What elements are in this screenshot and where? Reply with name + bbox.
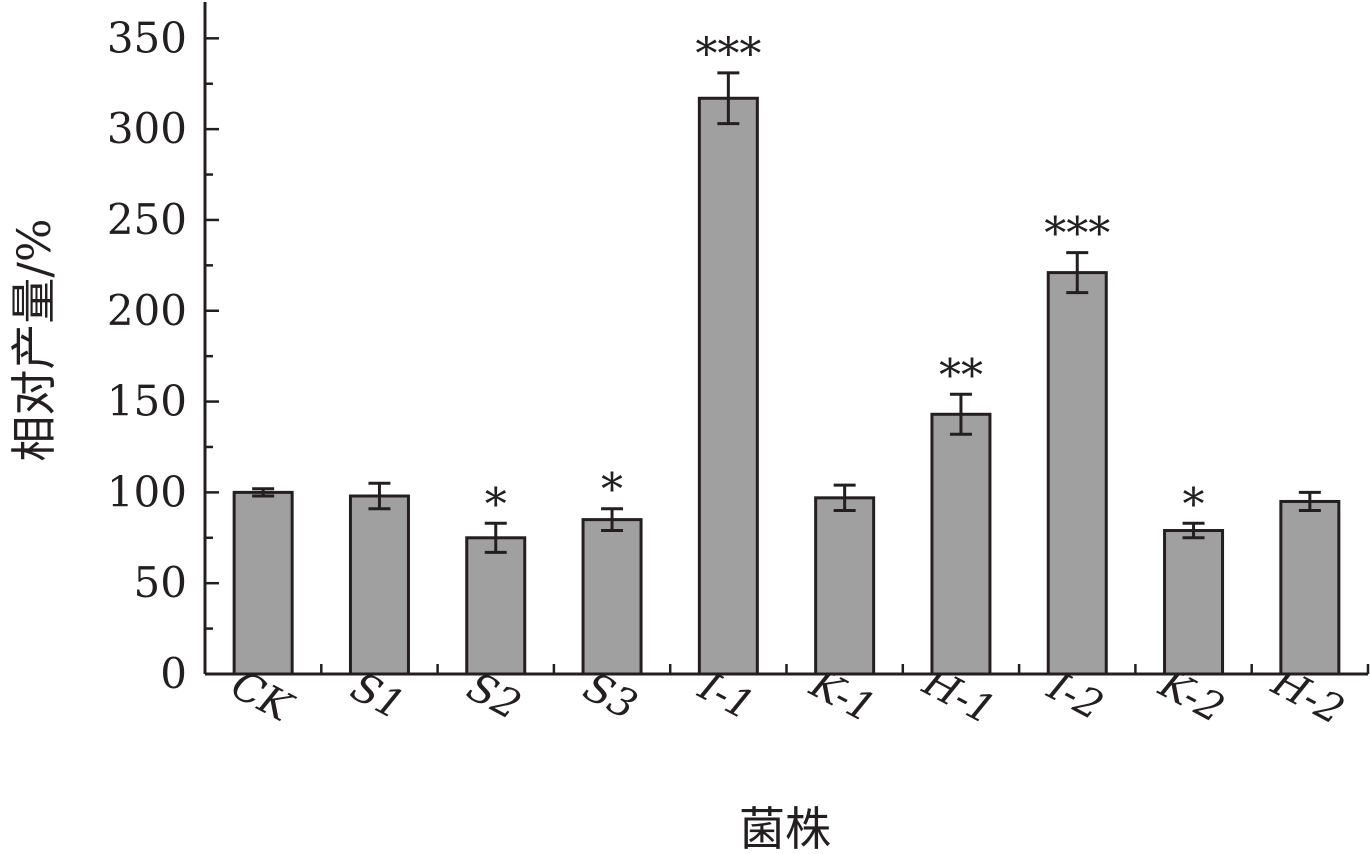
bar	[814, 496, 876, 676]
significance-marker: **	[939, 350, 983, 401]
bar	[581, 518, 643, 676]
y-tick-label: 300	[107, 104, 187, 153]
y-tick-label: 350	[107, 13, 187, 62]
significance-marker: *	[485, 479, 507, 530]
significance-marker: *	[601, 465, 623, 516]
significance-markers: * **********	[485, 29, 1205, 530]
bar	[930, 412, 992, 676]
y-tick-label: 250	[107, 195, 187, 244]
y-tick-label: 150	[107, 377, 187, 426]
y-axis-ticks: 0 50 100 150 200 250 300 350	[107, 13, 219, 698]
y-tick-label: 100	[107, 467, 187, 516]
bars	[232, 96, 1341, 676]
y-tick-label: 0	[160, 649, 187, 698]
bar	[465, 536, 527, 676]
bar	[1046, 271, 1108, 676]
y-tick-label: 50	[134, 558, 187, 607]
bar	[348, 494, 410, 676]
bar	[1163, 529, 1225, 676]
y-axis-title: 相对产量/%	[7, 218, 61, 461]
significance-marker: *	[1183, 479, 1205, 530]
error-bars	[252, 71, 1321, 554]
bar	[697, 96, 759, 676]
y-tick-label: 200	[107, 286, 187, 335]
x-axis-title: 菌株	[739, 802, 831, 854]
significance-marker: ***	[1044, 209, 1110, 260]
significance-marker: ***	[695, 29, 761, 80]
bar	[232, 490, 294, 676]
bar	[1279, 499, 1341, 676]
